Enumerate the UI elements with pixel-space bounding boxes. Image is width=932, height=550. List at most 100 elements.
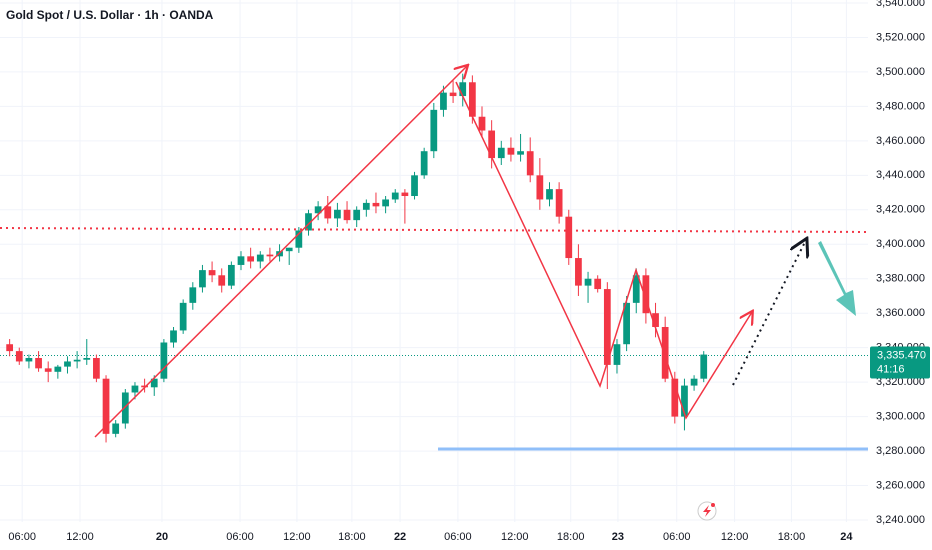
candle-body (170, 330, 177, 343)
level-line (0, 227, 869, 233)
candle-body (6, 344, 14, 352)
x-tick-label: 06:00 (226, 531, 254, 543)
last-price-label: 3,335.470 (877, 349, 926, 361)
y-tick-label: 3,440.000 (876, 169, 925, 181)
trend-line (94, 66, 467, 438)
candle-body (546, 189, 553, 200)
x-tick-label: 12:00 (66, 531, 94, 543)
candle-body (440, 92, 447, 110)
candle-body (189, 287, 197, 303)
y-tick-label: 3,280.000 (876, 445, 925, 457)
candle-body (594, 278, 602, 290)
y-tick-label: 3,240.000 (876, 514, 925, 526)
candle-body (54, 366, 62, 372)
chart-title: Gold Spot / U.S. Dollar · 1h · OANDA (6, 8, 214, 22)
y-tick-label: 3,500.000 (876, 66, 925, 78)
candle-body (449, 92, 457, 97)
candle-body (690, 378, 698, 386)
y-tick-label: 3,300.000 (876, 411, 925, 423)
candle-body (305, 213, 312, 231)
candle-body (256, 254, 264, 262)
y-tick-label: 3,400.000 (876, 238, 925, 250)
candle-body (324, 206, 332, 219)
candle-body (507, 147, 515, 155)
candle-body (334, 209, 341, 219)
event-dot (711, 503, 715, 507)
candle-body (459, 82, 467, 97)
candle-body (613, 344, 621, 365)
candle-body (517, 151, 524, 155)
candle-body (25, 358, 33, 362)
y-tick-label: 3,480.000 (876, 100, 925, 112)
candle-body (285, 247, 293, 252)
event-icon-bolt (703, 505, 711, 517)
y-tick-label: 3,320.000 (876, 376, 925, 388)
candle-body (314, 206, 322, 214)
candle-body (218, 275, 226, 286)
candle-body (353, 209, 361, 221)
candle-body (681, 385, 688, 417)
candle-body (661, 326, 669, 379)
y-tick-label: 3,260.000 (876, 479, 925, 491)
candle-body (382, 199, 389, 207)
trend-line (455, 81, 752, 420)
x-tick-label: 06:00 (8, 531, 36, 543)
candle-body (623, 302, 630, 345)
candle-body (112, 423, 120, 434)
candle-body (488, 130, 496, 159)
projection-arrow (818, 241, 856, 316)
candle-body (64, 361, 71, 367)
candle-body (391, 192, 399, 200)
x-tick-label: 20 (156, 531, 168, 543)
candle-body (141, 385, 148, 388)
x-tick-label: 18:00 (778, 531, 806, 543)
x-tick-label: 12:00 (501, 531, 529, 543)
projection-line (732, 240, 806, 386)
candle-body (411, 175, 418, 197)
candle-body (575, 258, 582, 286)
y-tick-label: 3,420.000 (876, 204, 925, 216)
candle-body (208, 270, 216, 276)
candle-body (35, 358, 42, 369)
candle-body (102, 378, 110, 434)
candle-body (150, 378, 158, 388)
candle-body (478, 116, 486, 131)
x-tick-label: 24 (840, 531, 853, 543)
x-tick-label: 12:00 (283, 531, 311, 543)
candle-body (237, 256, 245, 265)
candle-body (266, 254, 274, 257)
y-tick-label: 3,460.000 (876, 135, 925, 147)
y-tick-label: 3,380.000 (876, 273, 925, 285)
candle-body (247, 256, 255, 262)
candle-body (468, 82, 476, 117)
candle-body (401, 192, 409, 197)
candle-body (584, 278, 592, 286)
countdown: 41:16 (877, 363, 905, 375)
candle-body (372, 202, 380, 207)
candle-body (73, 359, 81, 362)
candle-body (652, 313, 659, 327)
candle-body (179, 302, 187, 331)
candle-body (642, 275, 650, 314)
candle-body (227, 264, 235, 286)
x-tick-label: 23 (612, 531, 624, 543)
x-tick-label: 22 (394, 531, 406, 543)
candle-body (430, 109, 438, 152)
candle-body (131, 385, 139, 393)
candle-body (93, 358, 100, 379)
x-tick-label: 12:00 (721, 531, 749, 543)
candle-body (295, 230, 303, 248)
last-price-tag (870, 346, 930, 379)
candle-body (700, 354, 708, 379)
x-tick-label: 06:00 (663, 531, 691, 543)
candle-body (15, 351, 23, 362)
x-tick-label: 18:00 (557, 531, 585, 543)
drawings (0, 66, 869, 521)
candle-body (44, 368, 52, 372)
x-tick-label: 18:00 (338, 531, 366, 543)
candle-body (420, 151, 428, 176)
candle-body (199, 270, 206, 288)
candle-body (526, 151, 534, 176)
candle-body (565, 216, 573, 259)
